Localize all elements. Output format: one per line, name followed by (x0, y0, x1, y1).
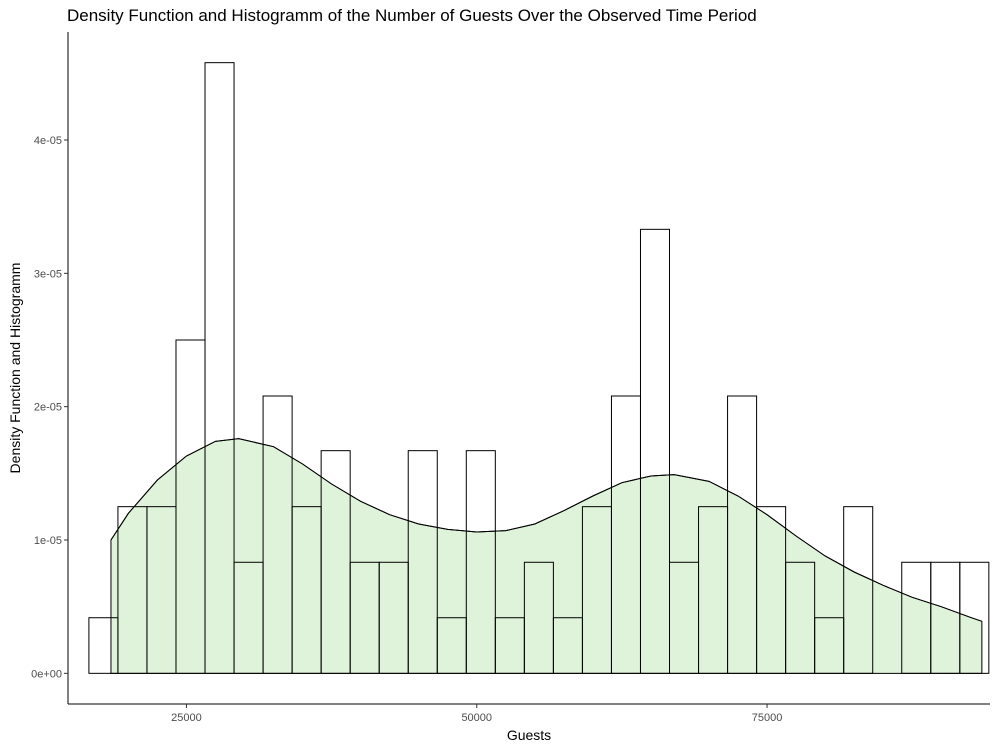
histogram-bar (959, 561, 990, 674)
x-tick-label: 50000 (461, 712, 492, 724)
histogram-bar (407, 450, 438, 674)
histogram-bars (88, 62, 990, 674)
y-tick-label: 0e+00 (31, 668, 62, 680)
y-axis-title: Density Function and Histogramm (7, 263, 23, 474)
density-layer (110, 438, 983, 674)
y-tick-label: 2e-05 (34, 402, 62, 414)
axes: 0e+00 1e-05 2e-05 3e-05 4e-05 25000 50000 75000 (31, 32, 990, 724)
y-tick-label: 1e-05 (34, 535, 62, 547)
y-tick-label: 4e-05 (34, 135, 62, 147)
x-axis-title: Guests (507, 727, 551, 743)
x-tick-label: 75000 (752, 712, 783, 724)
density-curve (110, 438, 983, 622)
histogram-bar (204, 62, 235, 674)
density-area (110, 438, 983, 674)
chart-title: Density Function and Histogramm of the N… (67, 6, 757, 25)
histogram-bar (465, 450, 496, 674)
y-tick-label: 3e-05 (34, 268, 62, 280)
histogram-bar (843, 506, 874, 674)
x-tick-label: 25000 (171, 712, 202, 724)
histogram-bar (639, 228, 671, 674)
